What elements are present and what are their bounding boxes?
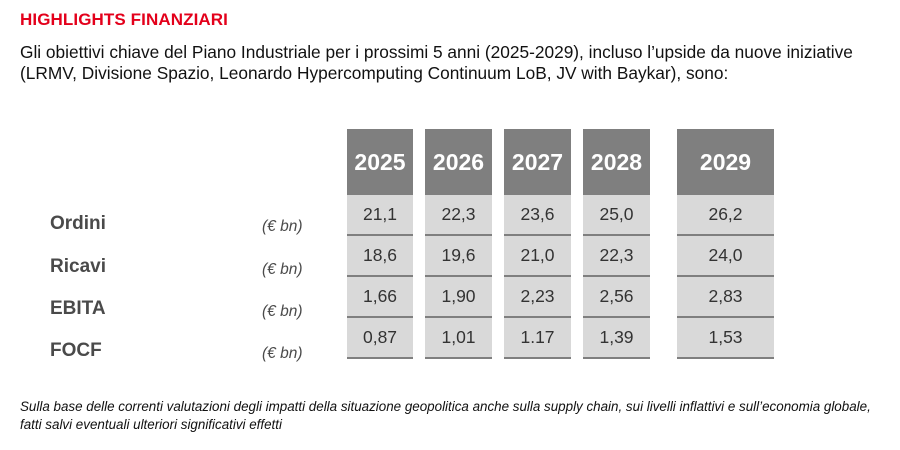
footnote: Sulla base delle correnti valutazioni de… xyxy=(20,399,871,432)
row-label-ebita: EBITA xyxy=(50,298,106,319)
table-cell: 1,53 xyxy=(677,318,774,359)
row-unit: (€ bn) xyxy=(262,261,303,278)
year-column-2025: 2025 21,1 18,6 1,66 0,87 xyxy=(347,129,413,359)
year-header: 2025 xyxy=(347,129,413,195)
table-cell: 19,6 xyxy=(425,236,492,277)
table-cell: 1,66 xyxy=(347,277,413,318)
table-cell: 1,90 xyxy=(425,277,492,318)
table-cell: 21,1 xyxy=(347,195,413,236)
page-title: HIGHLIGHTS FINANZIARI xyxy=(20,10,228,29)
year-header: 2027 xyxy=(504,129,571,195)
table-cell: 22,3 xyxy=(583,236,650,277)
row-label-focf: FOCF xyxy=(50,340,102,361)
row-label-ricavi: Ricavi xyxy=(50,256,106,277)
table-cell: 1,39 xyxy=(583,318,650,359)
table-cell: 1,01 xyxy=(425,318,492,359)
year-column-2026: 2026 22,3 19,6 1,90 1,01 xyxy=(425,129,492,359)
year-column-2027: 2027 23,6 21,0 2,23 1.17 xyxy=(504,129,571,359)
row-unit: (€ bn) xyxy=(262,218,303,235)
row-label-ordini: Ordini xyxy=(50,213,106,234)
year-column-2028: 2028 25,0 22,3 2,56 1,39 xyxy=(583,129,650,359)
table-cell: 2,23 xyxy=(504,277,571,318)
table-cell: 18,6 xyxy=(347,236,413,277)
intro-paragraph: Gli obiettivi chiave del Piano Industria… xyxy=(20,42,853,83)
table-cell: 23,6 xyxy=(504,195,571,236)
table-cell: 26,2 xyxy=(677,195,774,236)
year-header: 2029 xyxy=(677,129,774,195)
row-unit: (€ bn) xyxy=(262,345,303,362)
year-header: 2026 xyxy=(425,129,492,195)
table-cell: 2,83 xyxy=(677,277,774,318)
table-cell: 25,0 xyxy=(583,195,650,236)
table-cell: 1.17 xyxy=(504,318,571,359)
table-cell: 0,87 xyxy=(347,318,413,359)
table-cell: 24,0 xyxy=(677,236,774,277)
year-column-2029: 2029 26,2 24,0 2,83 1,53 xyxy=(677,129,774,359)
year-header: 2028 xyxy=(583,129,650,195)
table-cell: 22,3 xyxy=(425,195,492,236)
table-cell: 21,0 xyxy=(504,236,571,277)
row-unit: (€ bn) xyxy=(262,303,303,320)
table-cell: 2,56 xyxy=(583,277,650,318)
